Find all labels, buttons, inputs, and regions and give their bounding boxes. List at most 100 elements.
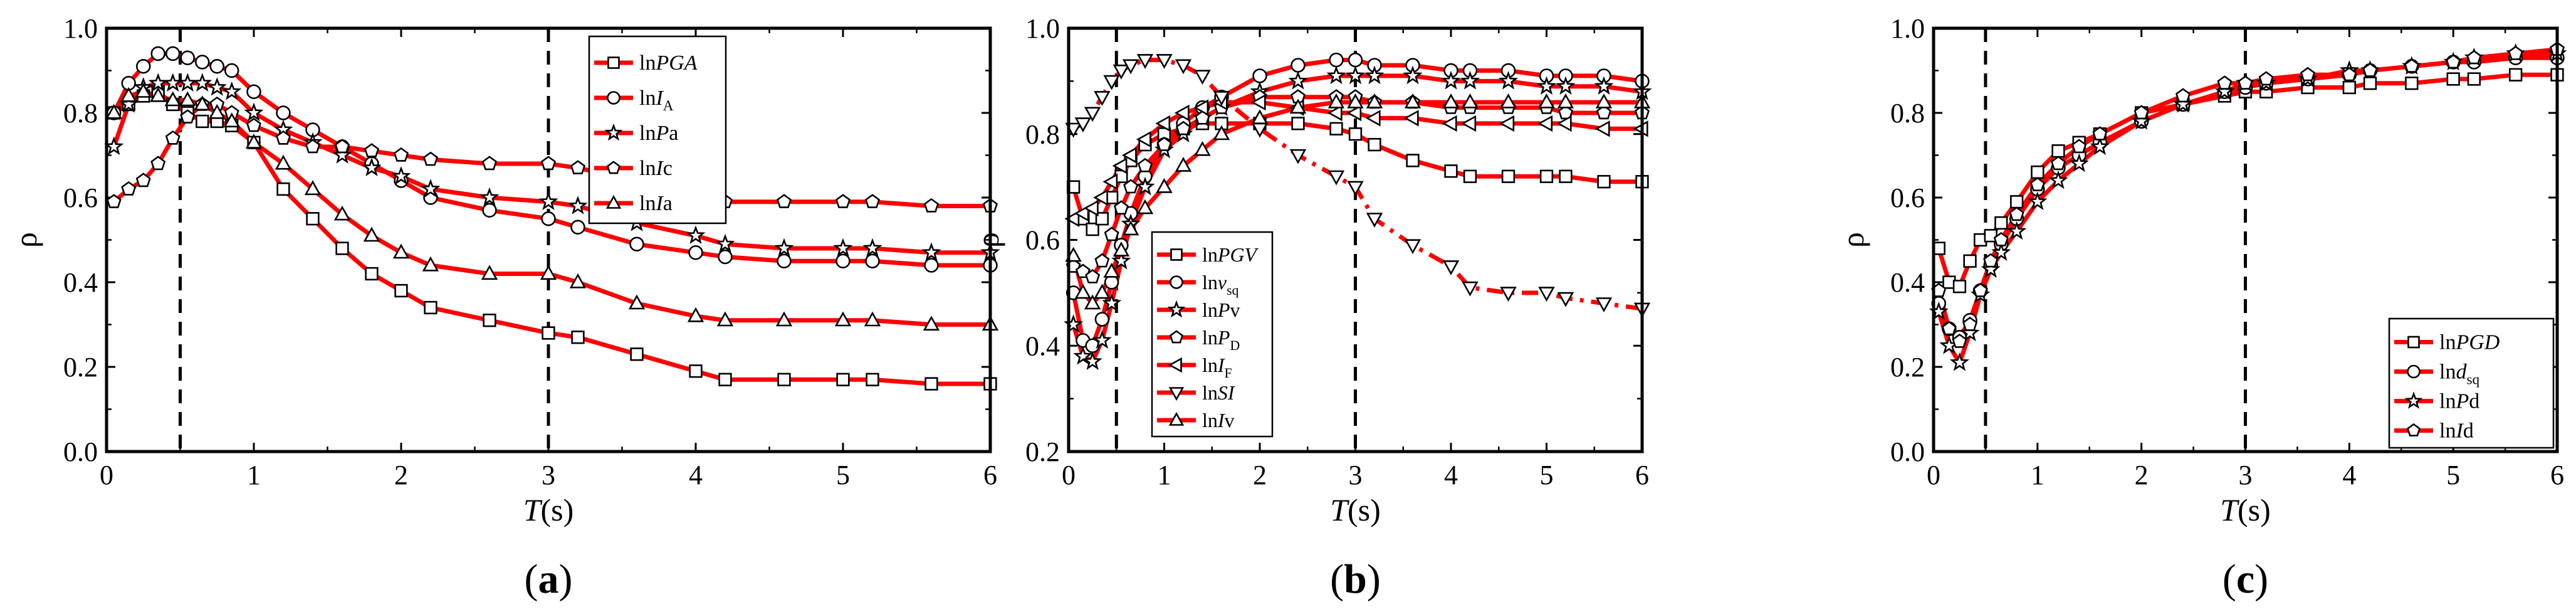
legend-label-main: I bbox=[1217, 354, 1225, 376]
data-point bbox=[2258, 71, 2274, 86]
panel-label-close: ) bbox=[559, 556, 573, 602]
data-point bbox=[482, 203, 497, 218]
data-point bbox=[180, 109, 196, 124]
x-axis-label-symbol: T bbox=[2220, 492, 2239, 527]
data-point bbox=[686, 225, 706, 245]
data-point bbox=[1156, 54, 1173, 69]
data-point bbox=[1960, 322, 1980, 342]
data-point bbox=[923, 198, 940, 213]
legend-marker bbox=[605, 194, 622, 209]
data-point bbox=[2509, 68, 2523, 82]
data-point bbox=[1404, 93, 1422, 109]
data-point bbox=[304, 180, 322, 196]
legend-label-main: PGD bbox=[2455, 331, 2500, 354]
legend-label-lnId: lnId bbox=[2439, 420, 2474, 443]
legend-marker bbox=[606, 161, 621, 174]
legend-label-prefix: ln bbox=[639, 51, 656, 75]
data-point bbox=[275, 130, 291, 145]
data-point bbox=[1463, 169, 1477, 183]
data-point bbox=[1556, 76, 1576, 95]
data-point bbox=[192, 73, 212, 92]
data-point bbox=[1251, 109, 1269, 124]
legend-label-suffix: d bbox=[2469, 390, 2479, 413]
data-point bbox=[333, 205, 351, 221]
data-point bbox=[1346, 104, 1362, 122]
data-point bbox=[1086, 222, 1099, 236]
x-tick-label: 3 bbox=[542, 460, 555, 490]
data-point bbox=[1594, 76, 1614, 95]
y-tick-label: 0.2 bbox=[1025, 437, 1060, 467]
panel-label-close: ) bbox=[1367, 556, 1381, 602]
data-point bbox=[1403, 110, 1419, 127]
data-point bbox=[2050, 156, 2066, 171]
data-point bbox=[332, 145, 352, 164]
data-point bbox=[571, 331, 585, 344]
legend-label-suffix: v bbox=[1230, 299, 1240, 321]
data-point bbox=[1347, 181, 1364, 196]
data-point bbox=[2009, 206, 2024, 221]
data-point bbox=[2051, 144, 2065, 158]
data-point bbox=[2090, 136, 2110, 156]
panel-label: (c) bbox=[2223, 556, 2268, 602]
data-point bbox=[2048, 170, 2068, 189]
data-point bbox=[1441, 70, 1461, 90]
data-point bbox=[1327, 93, 1345, 109]
panel-label-close: ) bbox=[2254, 556, 2268, 602]
data-point bbox=[2508, 45, 2523, 60]
legend-label-main: SI bbox=[1218, 381, 1235, 404]
series-markers-lnPa bbox=[104, 73, 1000, 262]
data-point bbox=[1094, 91, 1111, 106]
data-point bbox=[1952, 280, 1967, 294]
data-point bbox=[362, 157, 382, 177]
data-point bbox=[135, 83, 152, 98]
legend-label-main: I bbox=[1217, 409, 1225, 431]
x-tick-label: 2 bbox=[2135, 460, 2149, 490]
series-markers-lnSI bbox=[1065, 54, 1651, 318]
data-point bbox=[165, 46, 181, 61]
data-point bbox=[1093, 189, 1108, 206]
legend-label-suffix: c bbox=[663, 157, 673, 180]
data-point bbox=[105, 103, 123, 119]
x-axis-label-unit: (s) bbox=[541, 492, 574, 527]
x-axis-label: T(s) bbox=[523, 492, 574, 527]
data-point bbox=[1348, 127, 1363, 141]
data-point bbox=[104, 136, 124, 156]
data-point bbox=[421, 179, 441, 198]
data-point bbox=[2446, 54, 2461, 69]
legend-marker bbox=[1170, 248, 1183, 261]
legend-label-main: I bbox=[655, 157, 664, 180]
data-point bbox=[1364, 65, 1385, 85]
data-point bbox=[222, 81, 242, 100]
data-point bbox=[864, 311, 881, 327]
data-point bbox=[688, 245, 703, 260]
data-point bbox=[335, 241, 349, 255]
legend-label-lnPGV: lnPGV bbox=[1202, 243, 1259, 266]
data-point bbox=[687, 307, 704, 322]
x-tick-label: 0 bbox=[1062, 460, 1076, 490]
legend-label-lnPv: lnPv bbox=[1202, 299, 1240, 321]
data-point bbox=[1326, 65, 1346, 85]
data-point bbox=[1329, 122, 1343, 135]
y-tick-label: 0.6 bbox=[1025, 225, 1060, 256]
legend-label-subscript: D bbox=[1230, 338, 1240, 353]
data-point bbox=[569, 273, 587, 288]
y-axis-label: ρ bbox=[8, 232, 43, 248]
legend-label-lnSI: lnSI bbox=[1202, 381, 1235, 404]
data-point bbox=[1981, 259, 2001, 278]
legend-label-lnIA: lnIA bbox=[639, 87, 674, 114]
y-tick-label: 0.0 bbox=[63, 437, 98, 467]
data-point bbox=[1289, 98, 1307, 114]
series-markers-lnIa bbox=[105, 83, 999, 331]
legend-label-main: I bbox=[655, 87, 664, 110]
legend-label-subscript: sq bbox=[1227, 283, 1238, 298]
legend-label-subscript: sq bbox=[2466, 372, 2479, 388]
data-point bbox=[1329, 52, 1344, 68]
data-point bbox=[540, 156, 557, 171]
x-tick-label: 3 bbox=[2239, 460, 2253, 490]
legend-label-subscript: A bbox=[663, 98, 674, 114]
data-point bbox=[223, 112, 241, 128]
panel-label: (b) bbox=[1330, 556, 1381, 602]
x-tick-label: 4 bbox=[2342, 460, 2356, 490]
data-point bbox=[1462, 93, 1479, 109]
